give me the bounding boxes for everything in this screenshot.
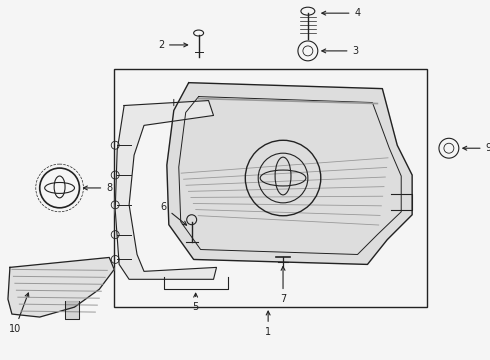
Polygon shape — [167, 83, 412, 264]
Text: 2: 2 — [158, 40, 188, 50]
Polygon shape — [115, 100, 217, 279]
Text: 10: 10 — [9, 293, 29, 334]
Text: 6: 6 — [161, 202, 187, 225]
Text: 7: 7 — [280, 266, 286, 304]
Bar — [114, 69, 427, 307]
Text: 3: 3 — [322, 46, 359, 56]
Text: 1: 1 — [265, 311, 271, 337]
Polygon shape — [65, 301, 79, 319]
Polygon shape — [8, 257, 114, 317]
Text: 8: 8 — [83, 183, 112, 193]
Text: 4: 4 — [322, 8, 361, 18]
Text: 9: 9 — [463, 143, 490, 153]
Text: 5: 5 — [193, 293, 199, 312]
